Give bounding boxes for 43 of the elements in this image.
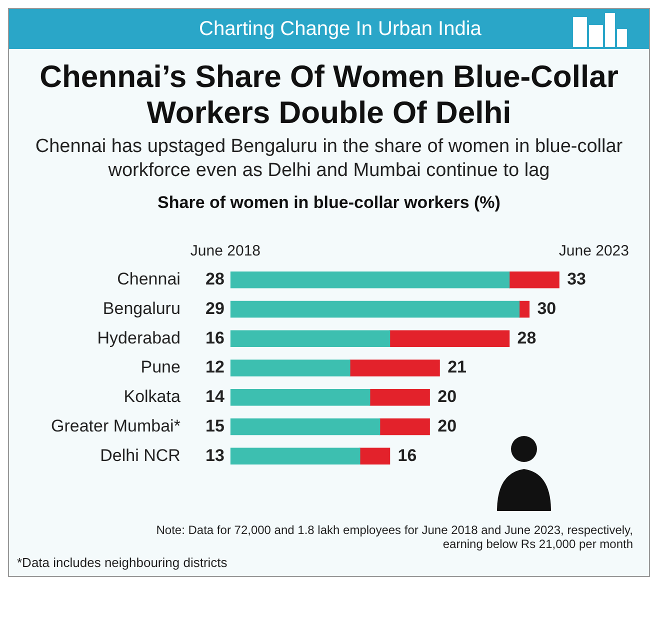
total-label: 28 <box>517 328 536 348</box>
total-label: 21 <box>448 358 466 377</box>
bar <box>230 272 510 288</box>
series-label: June 2023 <box>558 242 629 260</box>
bar <box>230 300 520 318</box>
y-tick-label: Kolkata <box>124 387 181 406</box>
text: Note: Data for 72,000 and 1.8 lakh employees for June 2018 and June 2023, respectively, earning below Rs 21,000 per month <box>155 523 633 551</box>
bar <box>350 360 440 376</box>
y-tick-label: Greater Mumbai* <box>50 416 181 436</box>
text: *Data includes neighbouring districts <box>17 555 228 570</box>
data-label: 16 <box>206 328 224 348</box>
total-label: 16 <box>398 446 417 465</box>
y-tick-label: Chennai <box>117 270 180 289</box>
total-label: 30 <box>537 298 556 318</box>
data-label: 12 <box>206 358 224 377</box>
data-label: 15 <box>206 416 224 436</box>
x-axis-title: Share of women in blue-collar workers (%) <box>156 193 502 213</box>
chart-title: Chennai’s Share Of Women Blue-Collar Workers Double Of Delhi <box>39 59 619 131</box>
chart-subtitle: Chennai has upstaged Bengaluru in the share of women in blue-collar workforce even as Delhi and Mumbai continue to lag <box>34 135 624 183</box>
bar <box>230 389 370 406</box>
total-label: 33 <box>567 270 586 289</box>
total-label: 20 <box>438 416 457 436</box>
bar <box>230 360 350 376</box>
bar <box>230 448 360 464</box>
bar <box>360 448 390 464</box>
text: Charting Change In Urban India <box>199 18 482 40</box>
bar <box>379 418 430 436</box>
bar <box>230 418 380 436</box>
y-tick-label: Bengaluru <box>102 298 180 318</box>
total-label: 20 <box>438 387 457 406</box>
y-tick-label: Delhi NCR <box>100 446 180 465</box>
bar <box>508 272 560 288</box>
bar <box>389 330 510 347</box>
bar <box>518 300 530 318</box>
series-label: June 2018 <box>190 242 261 260</box>
data-label: 13 <box>206 446 224 465</box>
data-label: 28 <box>206 270 224 289</box>
data-label: 29 <box>206 298 224 318</box>
bar <box>230 330 390 347</box>
y-tick-label: Hyderabad <box>97 328 180 348</box>
bar <box>370 389 430 406</box>
data-label: 14 <box>206 387 225 406</box>
y-tick-label: Pune <box>140 358 180 377</box>
